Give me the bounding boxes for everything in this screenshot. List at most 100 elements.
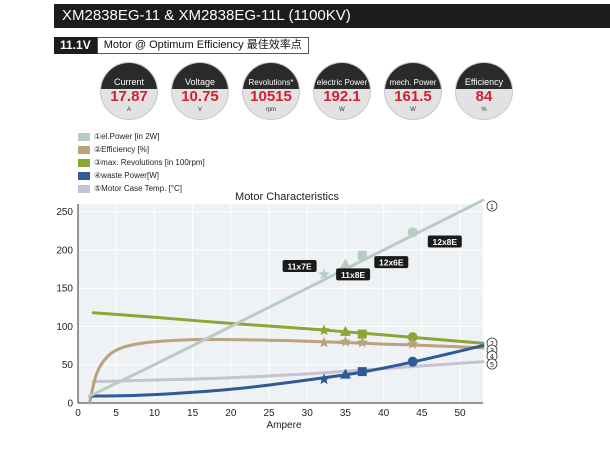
x-tick-label: 45 (416, 408, 428, 419)
page-title: XM2838EG-11 & XM2838EG-11L (1100KV) (54, 4, 610, 28)
legend-label: ③max. Revolutions [in 100rpm] (94, 158, 205, 167)
series-end-label: 2 (490, 340, 494, 348)
y-tick-label: 0 (67, 399, 73, 410)
legend-label: ④waste Power[W] (94, 171, 159, 180)
legend-label: ①el.Power [in 2W] (94, 132, 160, 141)
gauge-label: Efficiency (456, 63, 512, 89)
subheader: 11.1V Motor @ Optimum Efficiency 最佳效率点 (54, 36, 309, 54)
gauge-value: 192.1 (323, 88, 361, 106)
propeller-label: 11x7E (288, 261, 312, 271)
page-title-text: XM2838EG-11 & XM2838EG-11L (1100KV) (62, 7, 351, 24)
gauge-label: Current (101, 63, 157, 89)
legend-swatch (78, 172, 90, 180)
gauge-unit: W (410, 106, 416, 113)
legend-swatch (78, 133, 90, 141)
gauge-unit: % (481, 106, 487, 113)
x-tick-label: 25 (263, 408, 275, 419)
propeller-marker (407, 356, 418, 367)
legend-item: ④waste Power[W] (78, 170, 205, 182)
propeller-tag (374, 256, 409, 269)
gauge-value: 161.5 (394, 88, 432, 106)
x-tick-label: 20 (225, 408, 237, 419)
gauge-label: mech. Power (385, 63, 441, 89)
x-tick-label: 30 (302, 408, 314, 419)
x-tick-label: 15 (187, 408, 199, 419)
gauge-value: 10515 (250, 88, 292, 106)
series-line (88, 337, 485, 405)
legend-label: ⑤Motor Case Temp. [°C] (94, 184, 183, 193)
propeller-label: 12x6E (379, 258, 404, 268)
propeller-marker (357, 329, 367, 339)
efficiency-marker (339, 335, 352, 347)
x-tick-label: 0 (75, 408, 81, 419)
gauge-label: Voltage (172, 63, 228, 89)
operating-point-label: Motor @ Optimum Efficiency 最佳效率点 (96, 36, 309, 54)
chart-title: Motor Characteristics (235, 191, 339, 203)
legend-item: ①el.Power [in 2W] (78, 131, 205, 143)
efficiency-marker (318, 268, 330, 280)
voltage-badge: 11.1V (54, 36, 97, 54)
propeller-marker (357, 367, 367, 377)
gauge-label: electric Power (314, 63, 370, 89)
y-tick-label: 150 (56, 284, 73, 295)
propeller-marker (357, 250, 367, 260)
propeller-marker (339, 368, 351, 379)
efficiency-marker (356, 336, 368, 348)
gauge-electric-power: electric Power 192.1 W (313, 62, 371, 120)
propeller-tag (336, 268, 371, 281)
gauge-value: 10.75 (181, 88, 219, 106)
x-tick-label: 50 (455, 408, 467, 419)
gauge-unit: W (339, 106, 345, 113)
legend-item: ②Efficiency [%] (78, 144, 205, 156)
series-end-label: 4 (490, 353, 495, 361)
gauge-unit: V (197, 106, 202, 113)
gauge-mech-power: mech. Power 161.5 W (384, 62, 442, 120)
efficiency-marker (318, 373, 330, 385)
series-end-badge (486, 358, 498, 370)
gauge-label: Revolutions* (243, 63, 299, 89)
propeller-tag (282, 259, 317, 272)
propeller-marker (407, 227, 418, 238)
efficiency-marker (318, 324, 330, 336)
efficiency-marker (318, 336, 330, 348)
series-line (91, 311, 485, 345)
chart-legend: ①el.Power [in 2W] ②Efficiency [%] ③max. … (78, 131, 205, 196)
y-tick-label: 50 (62, 360, 74, 371)
propeller-label: 11x8E (341, 270, 365, 280)
gauge-current: Current 17.87 A (100, 62, 158, 120)
gauge-efficiency: Efficiency 84 % (455, 62, 513, 120)
propeller-marker (339, 258, 351, 269)
propeller-tag (427, 235, 462, 248)
legend-item: ③max. Revolutions [in 100rpm] (78, 157, 205, 169)
legend-swatch (78, 146, 90, 154)
x-axis-label: Ampere (266, 420, 301, 431)
gauge-value: 17.87 (110, 88, 148, 106)
gauge-row: Current 17.87 A Voltage 10.75 V Revoluti… (100, 62, 540, 120)
legend-swatch (78, 159, 90, 167)
series-line (88, 198, 485, 398)
series-end-badge (486, 200, 498, 212)
x-tick-label: 10 (149, 408, 161, 419)
x-tick-label: 5 (113, 408, 119, 419)
y-tick-label: 250 (56, 207, 73, 218)
y-tick-label: 100 (56, 322, 73, 333)
y-tick-label: 200 (56, 245, 73, 256)
x-tick-label: 35 (340, 408, 352, 419)
legend-item: ⑤Motor Case Temp. [°C] (78, 183, 205, 195)
legend-swatch (78, 185, 90, 193)
x-tick-label: 40 (378, 408, 390, 419)
series-line (91, 360, 485, 384)
efficiency-marker (407, 338, 419, 349)
series-end-label: 1 (490, 203, 494, 211)
gauge-revolutions: Revolutions* 10515 rpm (242, 62, 300, 120)
series-end-label: 5 (490, 361, 494, 369)
legend-label: ②Efficiency [%] (94, 145, 150, 154)
gauge-unit: A (126, 106, 131, 113)
gauge-value: 84 (475, 88, 493, 106)
gauge-unit: rpm (265, 106, 277, 113)
propeller-label: 12x8E (432, 237, 457, 247)
propeller-marker (407, 332, 418, 343)
propeller-marker (339, 325, 351, 336)
gauge-voltage: Voltage 10.75 V (171, 62, 229, 120)
